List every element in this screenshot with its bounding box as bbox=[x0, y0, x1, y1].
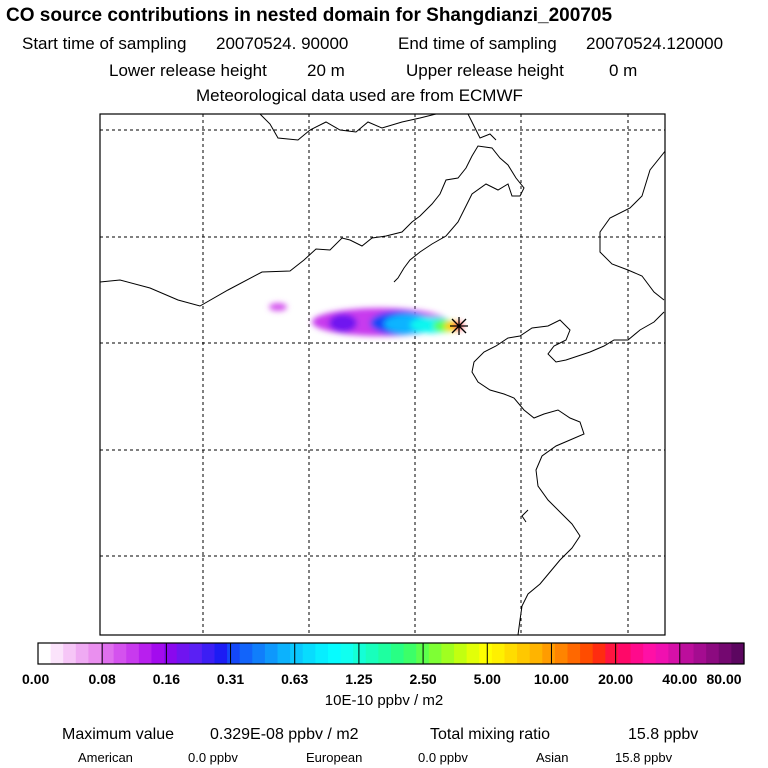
colorbar bbox=[38, 643, 745, 664]
colorbar-tick-label: 1.25 bbox=[345, 671, 373, 687]
lower-height-label: Lower release height bbox=[109, 61, 267, 80]
colorbar-cell bbox=[315, 643, 329, 664]
end-time-label: End time of sampling bbox=[398, 34, 557, 53]
total-mixing-label: Total mixing ratio bbox=[430, 726, 551, 743]
start-time-label: Start time of sampling bbox=[22, 34, 187, 53]
colorbar-cell bbox=[706, 643, 720, 664]
colorbar-cell bbox=[164, 643, 178, 664]
plume-blob-violet bbox=[329, 314, 357, 332]
colorbar-tick-label: 2.50 bbox=[409, 671, 437, 687]
colorbar-cell bbox=[353, 643, 367, 664]
colorbar-ticks bbox=[101, 643, 681, 664]
european-value: 0.0 ppbv bbox=[418, 750, 468, 765]
colorbar-cell bbox=[718, 643, 732, 664]
colorbar-cell bbox=[655, 643, 669, 664]
colorbar-cell bbox=[731, 643, 745, 664]
plume-layer bbox=[269, 303, 463, 336]
colorbar-tick-label: 0.00 bbox=[22, 671, 50, 687]
colorbar-cell bbox=[214, 643, 228, 664]
colorbar-cell bbox=[643, 643, 657, 664]
colorbar-tick-label: 20.00 bbox=[598, 671, 634, 687]
colorbar-cell bbox=[617, 643, 632, 664]
colorbar-cell bbox=[630, 643, 644, 664]
colorbar-cell bbox=[592, 643, 606, 664]
colorbar-unit: 10E-10 ppbv / m2 bbox=[324, 692, 444, 709]
colorbar-cell bbox=[529, 643, 543, 664]
colorbar-cell bbox=[113, 643, 127, 664]
colorbar-cell bbox=[227, 643, 241, 664]
colorbar-cell bbox=[567, 643, 581, 664]
map-gridlines bbox=[100, 114, 665, 635]
max-value: 0.329E-08 ppbv / m2 bbox=[210, 726, 359, 743]
colorbar-cell bbox=[668, 643, 682, 664]
colorbar-cell bbox=[290, 643, 304, 664]
american-value: 0.0 ppbv bbox=[188, 750, 238, 765]
colorbar-cell bbox=[466, 643, 480, 664]
colorbar-cell bbox=[504, 643, 518, 664]
colorbar-tick-label: 5.00 bbox=[473, 671, 501, 687]
upper-height-value: 0 m bbox=[609, 61, 638, 80]
asian-value: 15.8 ppbv bbox=[615, 750, 673, 765]
colorbar-tick-label: 10.00 bbox=[533, 671, 569, 687]
colorbar-cell bbox=[605, 643, 619, 664]
start-time-value: 20070524. 90000 bbox=[216, 34, 349, 53]
colorbar-cell bbox=[151, 643, 165, 664]
colorbar-cell bbox=[391, 643, 405, 664]
colorbar-tick-label: 0.31 bbox=[216, 671, 245, 687]
colorbar-cell bbox=[101, 643, 115, 664]
colorbar-cell bbox=[75, 643, 90, 664]
colorbar-cell bbox=[252, 643, 266, 664]
colorbar-cell bbox=[542, 643, 556, 664]
plume-blob-small bbox=[269, 303, 287, 311]
colorbar-cell bbox=[454, 643, 468, 664]
colorbar-cell bbox=[327, 643, 342, 664]
colorbar-cell bbox=[403, 643, 417, 664]
chart-title: CO source contributions in nested domain… bbox=[6, 5, 613, 26]
colorbar-cell bbox=[365, 643, 379, 664]
colorbar-cell bbox=[88, 643, 102, 664]
total-mixing-value: 15.8 ppbv bbox=[628, 726, 699, 743]
colorbar-tick-label: 0.63 bbox=[281, 671, 309, 687]
country-borders bbox=[100, 114, 665, 635]
colorbar-cell bbox=[378, 643, 392, 664]
colorbar-cell bbox=[441, 643, 455, 664]
colorbar-tick-label: 0.16 bbox=[152, 671, 180, 687]
colorbar-cell bbox=[50, 643, 64, 664]
colorbar-cell bbox=[580, 643, 594, 664]
colorbar-tick-label: 40.00 bbox=[662, 671, 698, 687]
colorbar-cell bbox=[38, 643, 52, 664]
map-frame bbox=[99, 113, 666, 636]
european-label: European bbox=[306, 750, 363, 765]
colorbar-cell bbox=[201, 643, 216, 664]
colorbar-cell bbox=[479, 643, 493, 664]
colorbar-cell bbox=[126, 643, 140, 664]
max-value-label: Maximum value bbox=[62, 726, 175, 743]
receptor-marker bbox=[450, 317, 468, 335]
colorbar-cell bbox=[491, 643, 506, 664]
colorbar-cell bbox=[554, 643, 569, 664]
colorbar-cell bbox=[517, 643, 531, 664]
colorbar-cell bbox=[428, 643, 443, 664]
colorbar-cell bbox=[239, 643, 253, 664]
colorbar-cell bbox=[189, 643, 203, 664]
asian-label: Asian bbox=[536, 750, 569, 765]
upper-height-label: Upper release height bbox=[406, 61, 564, 80]
colorbar-cell bbox=[176, 643, 190, 664]
colorbar-cell bbox=[302, 643, 316, 664]
colorbar-frame bbox=[37, 642, 745, 665]
colorbar-tick-label: 80.00 bbox=[706, 671, 742, 687]
colorbar-cell bbox=[277, 643, 291, 664]
colorbar-cell bbox=[680, 643, 695, 664]
colorbar-cell bbox=[340, 643, 354, 664]
colorbar-cell bbox=[264, 643, 279, 664]
end-time-value: 20070524.120000 bbox=[586, 34, 724, 53]
colorbar-cell bbox=[63, 643, 77, 664]
colorbar-cell bbox=[138, 643, 153, 664]
colorbar-cell bbox=[693, 643, 707, 664]
colorbar-tick-label: 0.08 bbox=[88, 671, 116, 687]
met-data-note: Meteorological data used are from ECMWF bbox=[196, 86, 523, 105]
american-label: American bbox=[78, 750, 133, 765]
lower-height-value: 20 m bbox=[307, 61, 345, 80]
